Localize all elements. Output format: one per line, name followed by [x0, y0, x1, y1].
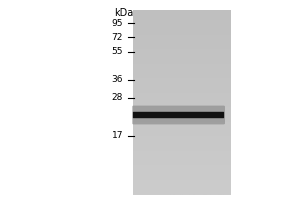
Text: 72: 72	[112, 32, 123, 42]
Text: kDa: kDa	[114, 8, 134, 18]
Text: 36: 36	[112, 75, 123, 84]
Text: 17: 17	[112, 132, 123, 140]
Text: 55: 55	[112, 47, 123, 56]
FancyBboxPatch shape	[133, 112, 224, 118]
FancyBboxPatch shape	[132, 106, 225, 124]
Text: 95: 95	[112, 19, 123, 27]
Bar	[133, 10, 230, 195]
Text: 28: 28	[112, 94, 123, 102]
